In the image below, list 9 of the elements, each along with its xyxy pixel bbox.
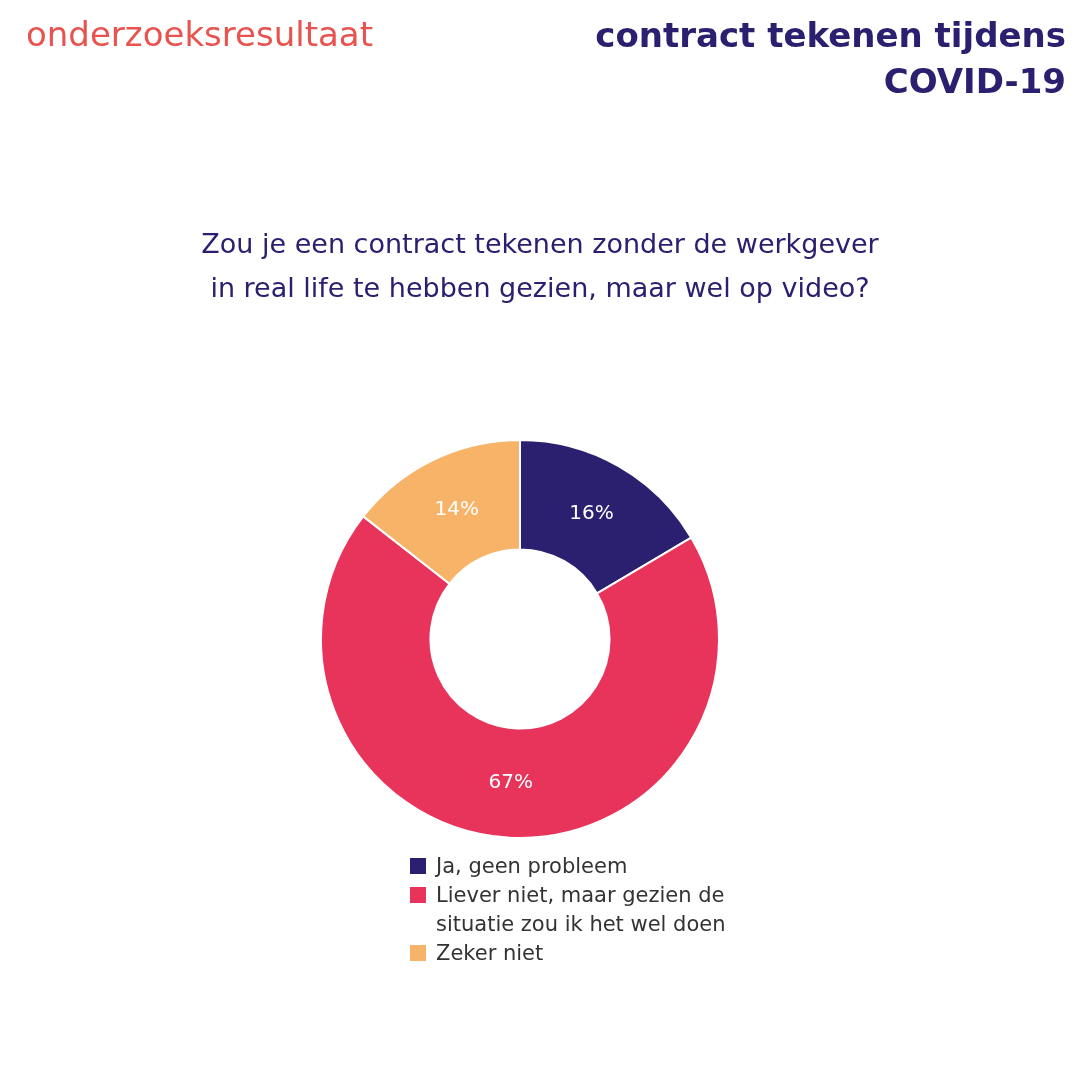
- data-label: 16%: [569, 499, 614, 524]
- data-label: 67%: [488, 769, 533, 794]
- chart-subtitle: Zou je een contract tekenen zonder de werkgever in real life te hebben gezien, maar wel op video?: [200, 227, 880, 305]
- legend-label: Ja, geen probleem: [436, 853, 628, 880]
- data-label: 14%: [434, 495, 480, 520]
- text: contract tekenen tijdens COVID-19: [594, 14, 1066, 103]
- legend-label: Liever niet, maar gezien de situatie zou ik het wel doen: [436, 882, 727, 938]
- legend-label: Zeker niet: [436, 940, 544, 967]
- text: onderzoeksresultaat: [26, 14, 373, 54]
